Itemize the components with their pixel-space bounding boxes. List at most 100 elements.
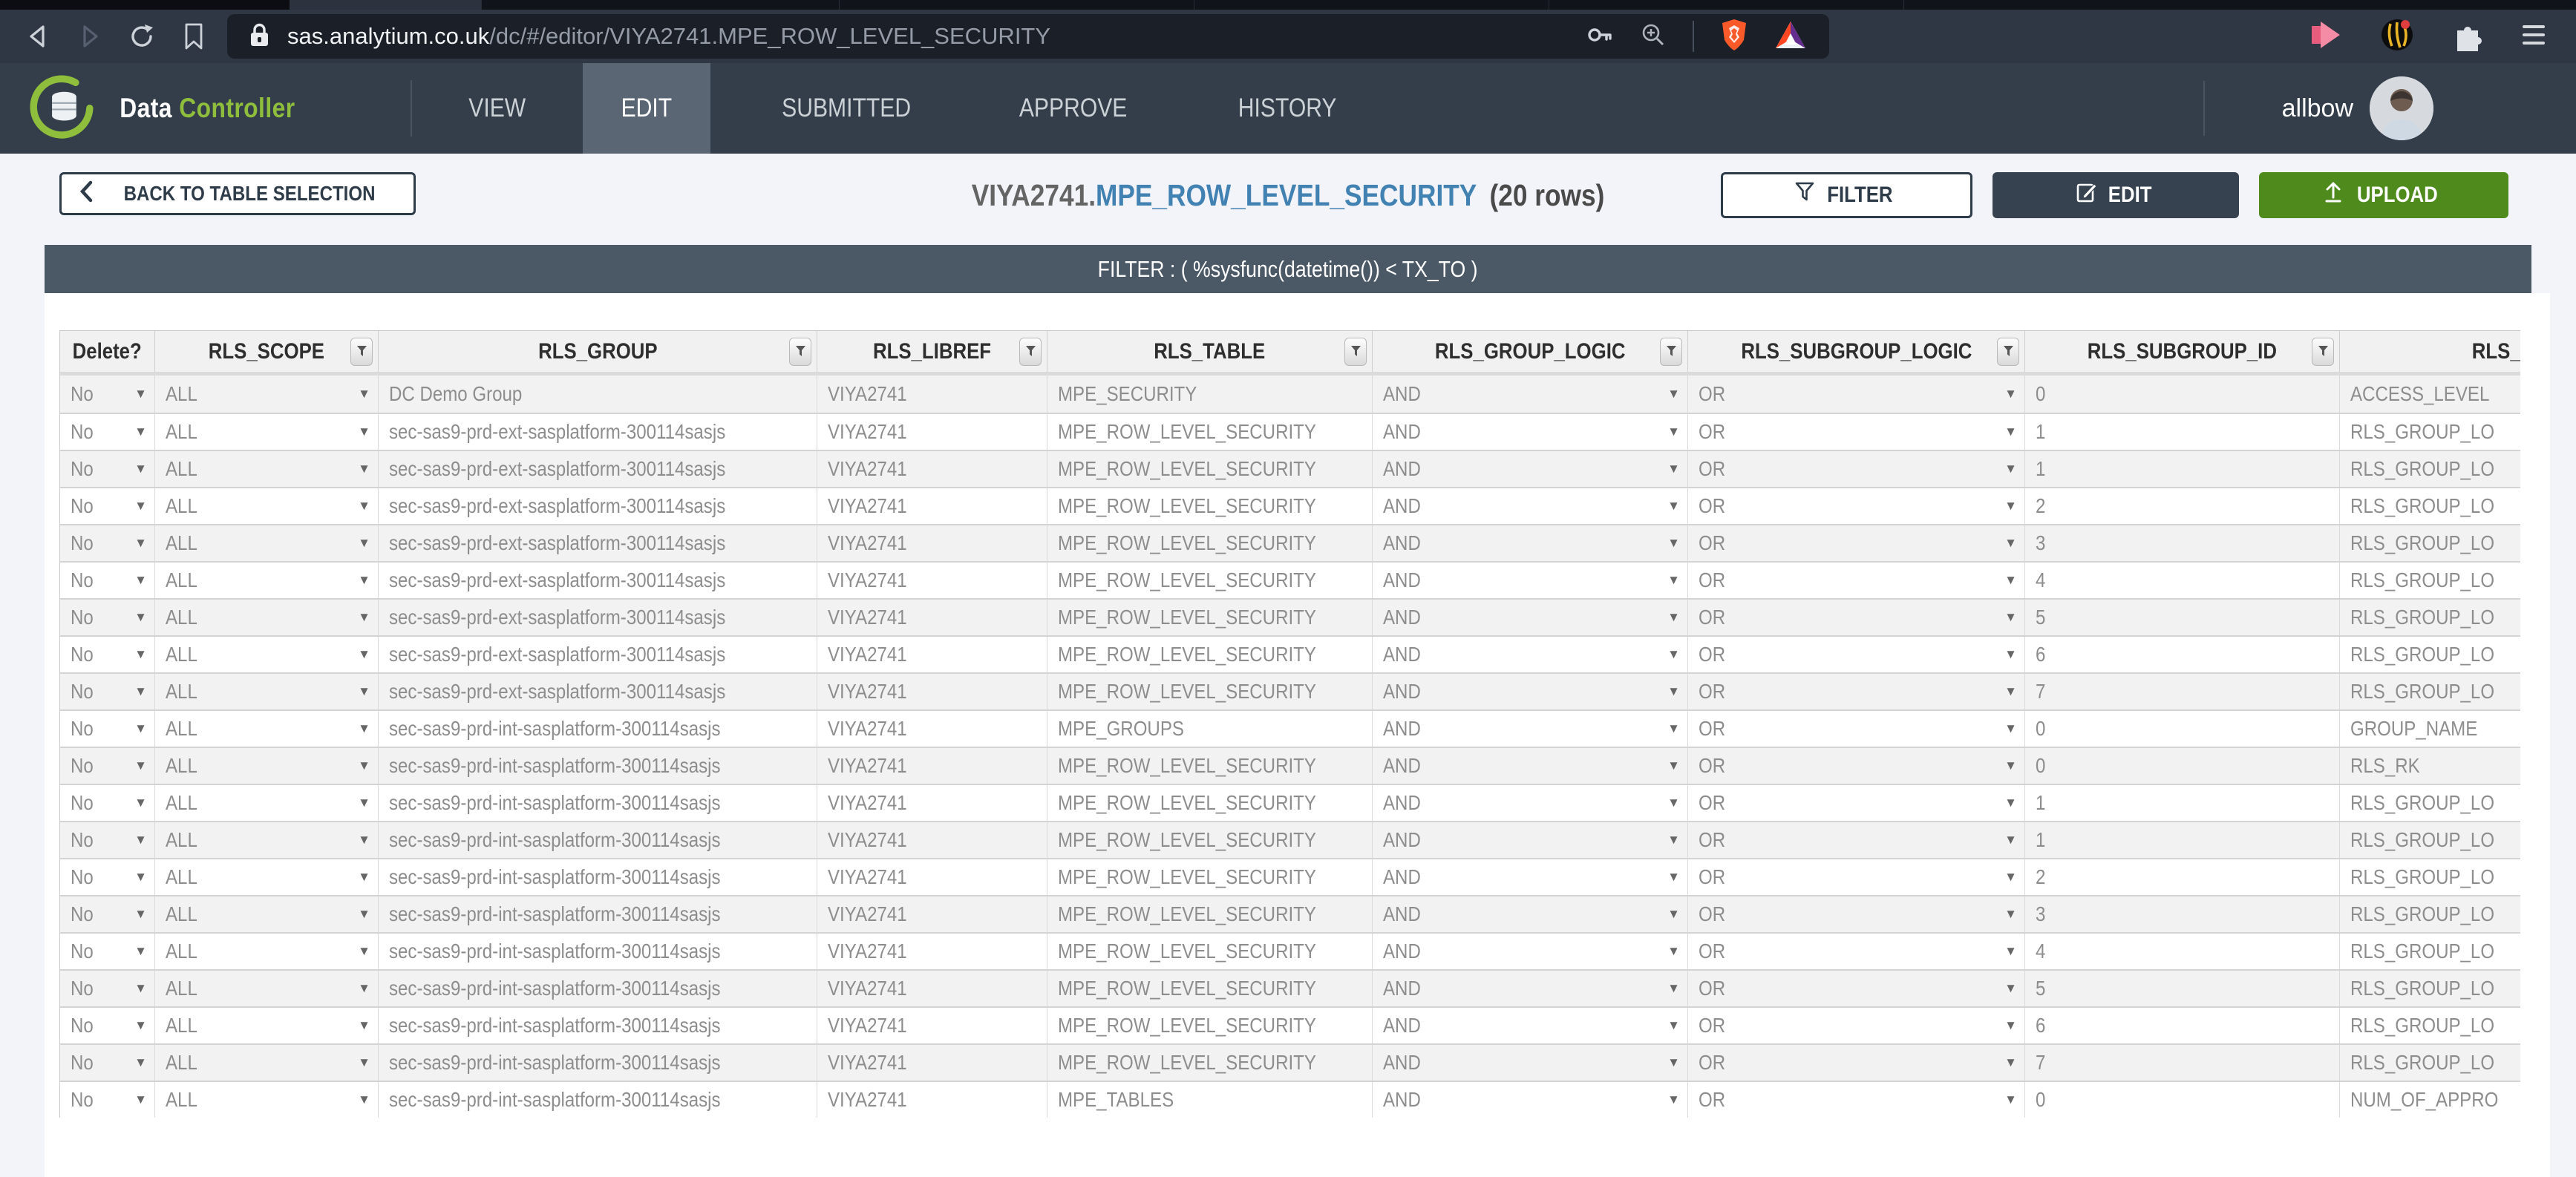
cell-rls-varia[interactable]: RLS_GROUP_LO [2340, 414, 2520, 450]
rls-subgroup-logic-select[interactable]: OR ▼ [1688, 711, 2025, 747]
column-header-rls-group-logic[interactable]: RLS_GROUP_LOGIC [1373, 331, 1688, 372]
cell-rls-libref[interactable]: VIYA2741 [817, 748, 1047, 784]
tab-edit[interactable]: EDIT [582, 63, 710, 154]
cell-rls-subgroup-id[interactable]: 3 [2025, 896, 2340, 932]
rls-scope-select[interactable]: ALL ▼ [155, 748, 379, 784]
cell-rls-subgroup-id[interactable]: 4 [2025, 563, 2340, 598]
rls-subgroup-logic-select[interactable]: OR ▼ [1688, 896, 2025, 932]
cell-rls-subgroup-id[interactable]: 4 [2025, 934, 2340, 969]
tab-history[interactable]: HISTORY [1165, 63, 1410, 154]
cell-rls-group[interactable]: sec-sas9-prd-ext-sasplatform-300114sasjs [379, 674, 817, 709]
rls-scope-select[interactable]: ALL ▼ [155, 896, 379, 932]
cell-rls-table[interactable]: MPE_ROW_LEVEL_SECURITY [1047, 488, 1373, 524]
cell-rls-libref[interactable]: VIYA2741 [817, 1008, 1047, 1043]
rls-scope-select[interactable]: ALL ▼ [155, 1082, 379, 1118]
cell-rls-subgroup-id[interactable]: 5 [2025, 971, 2340, 1006]
cell-rls-group[interactable]: DC Demo Group [379, 376, 817, 413]
rls-group-logic-select[interactable]: AND ▼ [1373, 785, 1688, 821]
rls-scope-select[interactable]: ALL ▼ [155, 451, 379, 487]
rls-scope-select[interactable]: ALL ▼ [155, 488, 379, 524]
rls-subgroup-logic-select[interactable]: OR ▼ [1688, 1045, 2025, 1081]
cell-rls-libref[interactable]: VIYA2741 [817, 1082, 1047, 1118]
rls-group-logic-select[interactable]: AND ▼ [1373, 637, 1688, 672]
rls-subgroup-logic-select[interactable]: OR ▼ [1688, 488, 2025, 524]
cell-rls-subgroup-id[interactable]: 1 [2025, 785, 2340, 821]
zoom-icon[interactable] [1639, 21, 1667, 53]
puzzle-icon[interactable] [2451, 19, 2484, 55]
rls-group-logic-select[interactable]: AND ▼ [1373, 822, 1688, 858]
cell-rls-subgroup-id[interactable]: 6 [2025, 1008, 2340, 1043]
cell-rls-libref[interactable]: VIYA2741 [817, 711, 1047, 747]
browser-tab[interactable] [0, 0, 290, 10]
rls-subgroup-logic-select[interactable]: OR ▼ [1688, 451, 2025, 487]
rls-scope-select[interactable]: ALL ▼ [155, 711, 379, 747]
rls-subgroup-logic-select[interactable]: OR ▼ [1688, 637, 2025, 672]
cell-rls-table[interactable]: MPE_ROW_LEVEL_SECURITY [1047, 934, 1373, 969]
cell-rls-subgroup-id[interactable]: 1 [2025, 822, 2340, 858]
cell-rls-varia[interactable]: RLS_GROUP_LO [2340, 488, 2520, 524]
cell-rls-libref[interactable]: VIYA2741 [817, 971, 1047, 1006]
cell-rls-group[interactable]: sec-sas9-prd-ext-sasplatform-300114sasjs [379, 525, 817, 561]
column-header-rls-scope[interactable]: RLS_SCOPE [155, 331, 379, 372]
cell-rls-varia[interactable]: NUM_OF_APPRO [2340, 1082, 2520, 1118]
rls-group-logic-select[interactable]: AND ▼ [1373, 896, 1688, 932]
cell-rls-libref[interactable]: VIYA2741 [817, 674, 1047, 709]
cell-rls-group[interactable]: sec-sas9-prd-ext-sasplatform-300114sasjs [379, 563, 817, 598]
browser-tab-active[interactable] [290, 0, 481, 10]
rls-scope-select[interactable]: ALL ▼ [155, 637, 379, 672]
rls-scope-select[interactable]: ALL ▼ [155, 971, 379, 1006]
cell-rls-varia[interactable]: RLS_GROUP_LO [2340, 525, 2520, 561]
browser-tab[interactable] [481, 0, 839, 10]
reload-icon[interactable] [125, 19, 159, 53]
rls-group-logic-select[interactable]: AND ▼ [1373, 1008, 1688, 1043]
cell-rls-group[interactable]: sec-sas9-prd-int-sasplatform-300114sasjs [379, 711, 817, 747]
column-filter-icon[interactable] [350, 337, 373, 366]
cell-rls-subgroup-id[interactable]: 5 [2025, 600, 2340, 635]
cell-rls-subgroup-id[interactable]: 7 [2025, 1045, 2340, 1081]
cell-rls-varia[interactable]: RLS_GROUP_LO [2340, 1045, 2520, 1081]
delete-select[interactable]: No ▼ [60, 971, 155, 1006]
rls-subgroup-logic-select[interactable]: OR ▼ [1688, 859, 2025, 895]
cell-rls-table[interactable]: MPE_TABLES [1047, 1082, 1373, 1118]
dark-circle-extension-icon[interactable] [2380, 18, 2414, 56]
rls-scope-select[interactable]: ALL ▼ [155, 1008, 379, 1043]
rls-subgroup-logic-select[interactable]: OR ▼ [1688, 1082, 2025, 1118]
delete-select[interactable]: No ▼ [60, 1008, 155, 1043]
rls-group-logic-select[interactable]: AND ▼ [1373, 674, 1688, 709]
cell-rls-table[interactable]: MPE_SECURITY [1047, 376, 1373, 413]
cell-rls-varia[interactable]: RLS_GROUP_LO [2340, 451, 2520, 487]
cell-rls-group[interactable]: sec-sas9-prd-int-sasplatform-300114sasjs [379, 971, 817, 1006]
delete-select[interactable]: No ▼ [60, 376, 155, 413]
cell-rls-libref[interactable]: VIYA2741 [817, 822, 1047, 858]
app-logo[interactable]: Data Controller [30, 75, 310, 142]
delete-select[interactable]: No ▼ [60, 637, 155, 672]
cell-rls-libref[interactable]: VIYA2741 [817, 451, 1047, 487]
rls-scope-select[interactable]: ALL ▼ [155, 1045, 379, 1081]
cell-rls-group[interactable]: sec-sas9-prd-int-sasplatform-300114sasjs [379, 1008, 817, 1043]
cell-rls-table[interactable]: MPE_ROW_LEVEL_SECURITY [1047, 859, 1373, 895]
cell-rls-table[interactable]: MPE_ROW_LEVEL_SECURITY [1047, 600, 1373, 635]
browser-tab[interactable] [1194, 0, 1549, 10]
rls-group-logic-select[interactable]: AND ▼ [1373, 1045, 1688, 1081]
rls-group-logic-select[interactable]: AND ▼ [1373, 451, 1688, 487]
cell-rls-table[interactable]: MPE_ROW_LEVEL_SECURITY [1047, 785, 1373, 821]
delete-select[interactable]: No ▼ [60, 600, 155, 635]
cell-rls-table[interactable]: MPE_ROW_LEVEL_SECURITY [1047, 451, 1373, 487]
rls-group-logic-select[interactable]: AND ▼ [1373, 971, 1688, 1006]
rls-subgroup-logic-select[interactable]: OR ▼ [1688, 934, 2025, 969]
filter-button[interactable]: FILTER [1721, 172, 1972, 218]
rls-group-logic-select[interactable]: AND ▼ [1373, 711, 1688, 747]
cell-rls-varia[interactable]: RLS_GROUP_LO [2340, 785, 2520, 821]
cell-rls-subgroup-id[interactable]: 2 [2025, 859, 2340, 895]
column-header-rls-varia[interactable]: RLS_VARIA [2340, 331, 2520, 372]
cell-rls-subgroup-id[interactable]: 6 [2025, 637, 2340, 672]
delete-select[interactable]: No ▼ [60, 748, 155, 784]
cell-rls-varia[interactable]: ACCESS_LEVEL [2340, 376, 2520, 413]
cell-rls-group[interactable]: sec-sas9-prd-ext-sasplatform-300114sasjs [379, 600, 817, 635]
rls-group-logic-select[interactable]: AND ▼ [1373, 748, 1688, 784]
brave-shield-icon[interactable] [1719, 18, 1749, 56]
cell-rls-table[interactable]: MPE_ROW_LEVEL_SECURITY [1047, 971, 1373, 1006]
cell-rls-group[interactable]: sec-sas9-prd-int-sasplatform-300114sasjs [379, 822, 817, 858]
rls-scope-select[interactable]: ALL ▼ [155, 785, 379, 821]
cell-rls-subgroup-id[interactable]: 0 [2025, 376, 2340, 413]
